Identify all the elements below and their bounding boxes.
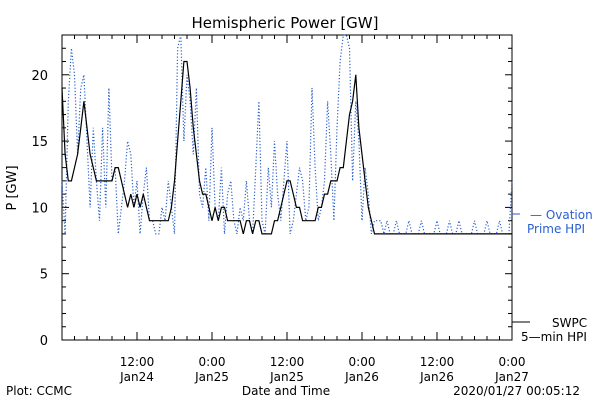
x-tick-date-label: Jan26: [419, 370, 454, 384]
series-swpc-line: [61, 60, 512, 235]
legend-swpc-line1: SWPC: [552, 316, 587, 330]
plot-timestamp: 2020/01/27 00:05:12: [453, 384, 580, 398]
series-ovation-line: [61, 34, 513, 235]
x-tick-time-label: 0:00: [349, 355, 376, 369]
y-axis-label: P [GW]: [5, 165, 20, 210]
y-tick-label: 15: [31, 135, 48, 150]
x-tick-date-label: Jan25: [269, 370, 304, 384]
legend-swpc-line2: 5—min HPI: [521, 330, 587, 344]
x-tick-date-label: Jan25: [194, 370, 229, 384]
x-axis-label: Date and Time: [242, 384, 330, 398]
chart-title: Hemispheric Power [GW]: [192, 14, 379, 32]
x-tick-time-label: 12:00: [120, 355, 155, 369]
legend-ovation-line1: — Ovation: [530, 208, 593, 222]
x-tick-time-label: 12:00: [420, 355, 455, 369]
x-tick-time-label: 0:00: [199, 355, 226, 369]
y-tick-label: 20: [31, 69, 48, 84]
x-tick-time-label: 12:00: [270, 355, 305, 369]
y-tick-label: 0: [40, 334, 48, 349]
x-tick-time-label: 0:00: [499, 355, 526, 369]
plot-credit: Plot: CCMC: [6, 384, 72, 398]
x-tick-date-label: Jan24: [119, 370, 154, 384]
y-tick-label: 10: [31, 201, 48, 216]
x-tick-date-label: Jan26: [344, 370, 379, 384]
plot-area: 0510152012:00Jan240:00Jan2512:00Jan250:0…: [31, 34, 529, 384]
legend-ovation-line2: Prime HPI: [527, 222, 585, 236]
x-tick-date-label: Jan27: [494, 370, 529, 384]
y-tick-label: 5: [40, 268, 48, 283]
plot-frame: [61, 34, 513, 341]
